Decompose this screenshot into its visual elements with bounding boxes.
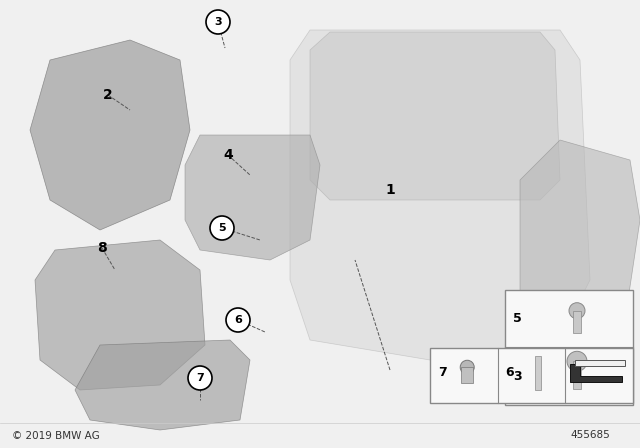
- Text: 2: 2: [103, 88, 113, 102]
- Text: 4: 4: [223, 148, 233, 162]
- Polygon shape: [570, 365, 622, 383]
- Text: 3: 3: [513, 370, 522, 383]
- Text: 5: 5: [513, 312, 522, 325]
- Circle shape: [569, 303, 585, 319]
- Bar: [573, 361, 581, 389]
- Text: 6: 6: [506, 366, 515, 379]
- Polygon shape: [30, 40, 190, 230]
- Circle shape: [210, 216, 234, 240]
- Polygon shape: [520, 140, 640, 370]
- Text: 5: 5: [218, 223, 226, 233]
- Bar: [461, 367, 473, 383]
- Bar: [535, 356, 541, 390]
- Polygon shape: [575, 361, 625, 366]
- Polygon shape: [35, 240, 205, 390]
- Text: 1: 1: [385, 183, 395, 197]
- Bar: [573, 311, 581, 333]
- Circle shape: [188, 366, 212, 390]
- Circle shape: [206, 10, 230, 34]
- Text: 7: 7: [438, 366, 447, 379]
- Polygon shape: [310, 32, 560, 200]
- Polygon shape: [75, 340, 250, 430]
- Bar: [430, 348, 633, 403]
- Circle shape: [226, 308, 250, 332]
- Circle shape: [460, 360, 474, 374]
- Text: 6: 6: [234, 315, 242, 325]
- Bar: [505, 290, 633, 405]
- Text: 8: 8: [97, 241, 107, 255]
- Circle shape: [567, 351, 587, 371]
- Polygon shape: [290, 30, 590, 370]
- Polygon shape: [185, 135, 320, 260]
- Text: © 2019 BMW AG: © 2019 BMW AG: [12, 431, 100, 441]
- Text: 3: 3: [214, 17, 222, 27]
- Text: 7: 7: [196, 373, 204, 383]
- Text: 455685: 455685: [570, 430, 610, 440]
